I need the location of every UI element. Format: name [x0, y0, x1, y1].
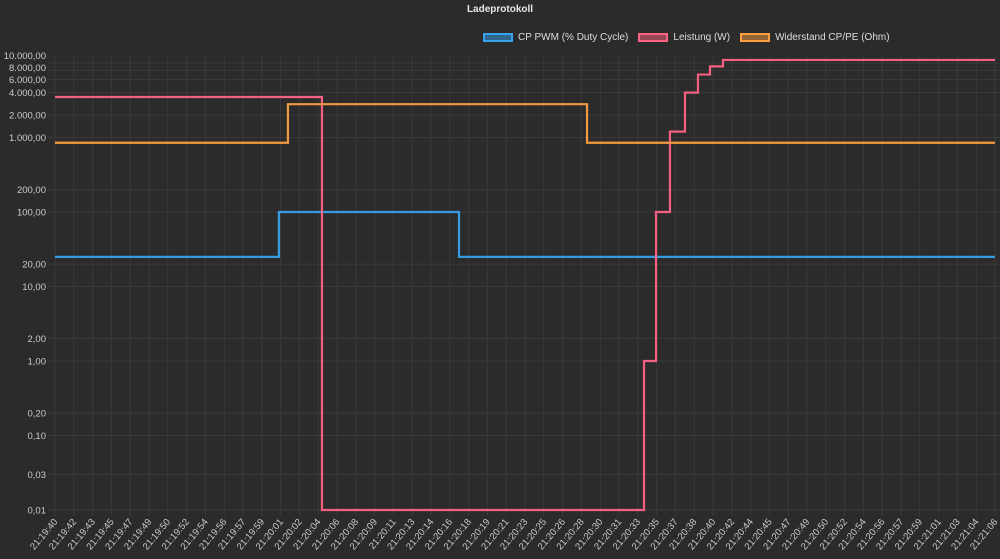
y-tick-label: 8.000,00 — [9, 63, 46, 74]
legend-label: Leistung (W) — [673, 32, 731, 43]
y-tick-label: 200,00 — [17, 185, 46, 196]
legend-label: CP PWM (% Duty Cycle) — [518, 32, 629, 43]
y-tick-label: 0,20 — [28, 409, 47, 420]
legend-swatch — [638, 33, 669, 42]
y-tick-label: 1,00 — [28, 357, 47, 368]
y-tick-label: 10,00 — [22, 282, 46, 293]
legend-label: Widerstand CP/PE (Ohm) — [775, 32, 890, 43]
y-tick-label: 4.000,00 — [9, 88, 46, 99]
legend-item-leistung[interactable]: Leistung (W) — [638, 32, 730, 43]
legend: CP PWM (% Duty Cycle) Leistung (W) Wider… — [483, 32, 890, 43]
series-line-0 — [55, 210, 995, 258]
legend-swatch — [740, 33, 771, 42]
legend-swatch — [483, 33, 513, 42]
y-tick-label: 2.000,00 — [9, 111, 46, 122]
y-tick-label: 6.000,00 — [9, 75, 46, 86]
y-tick-label: 0,01 — [28, 506, 47, 517]
chart-title: Ladeprotokoll — [466, 4, 534, 15]
y-tick-label: 0,10 — [28, 431, 47, 442]
y-tick-label: 20,00 — [22, 260, 46, 271]
y-tick-label: 0,03 — [28, 470, 47, 481]
y-tick-label: 2,00 — [28, 334, 47, 345]
legend-item-widerstand[interactable]: Widerstand CP/PE (Ohm) — [740, 32, 890, 43]
y-tick-label: 10.000,00 — [4, 51, 46, 62]
y-tick-label: 1.000,00 — [9, 133, 46, 144]
legend-item-cp-pwm[interactable]: CP PWM (% Duty Cycle) — [483, 32, 628, 43]
series-line-2 — [55, 103, 995, 144]
y-tick-label: 100,00 — [17, 208, 46, 219]
series-line-1 — [55, 58, 995, 512]
